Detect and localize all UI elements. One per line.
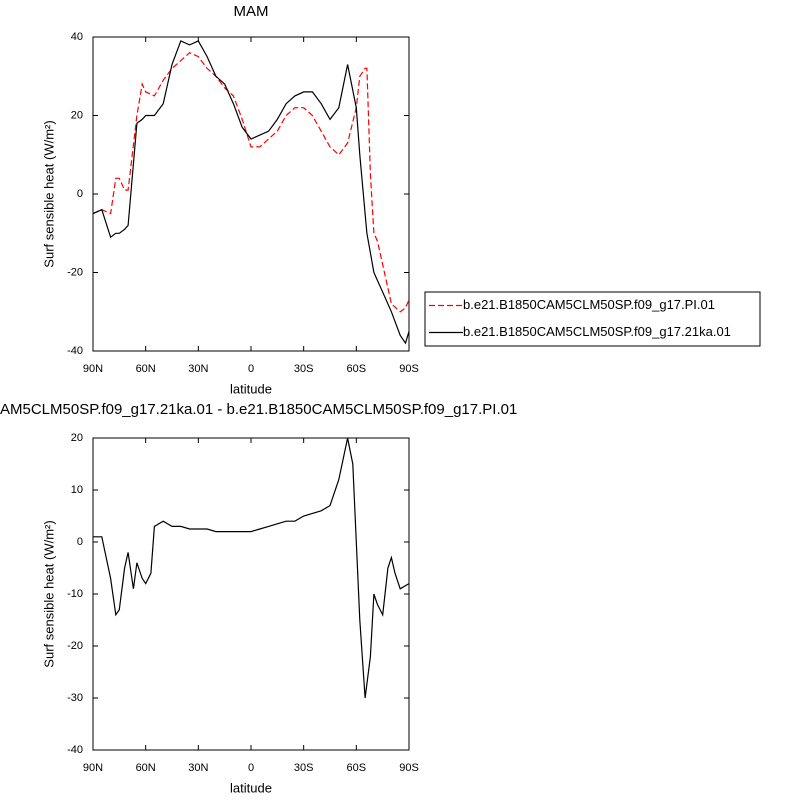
y-tick-label: -10 [67, 588, 83, 600]
y-axis-label: Surf sensible heat (W/m²) [41, 520, 56, 667]
y-tick-label: -20 [67, 266, 83, 278]
plot-frame [92, 437, 410, 751]
chart-title: MAM [234, 3, 269, 20]
y-tick-label: -20 [67, 640, 83, 652]
x-tick-label: 30N [188, 762, 208, 774]
x-tick-label: 0 [248, 762, 254, 774]
y-tick-label: -40 [67, 345, 83, 357]
x-tick-label: 0 [248, 363, 254, 375]
x-tick-label: 90S [399, 363, 419, 375]
y-tick-label: 10 [71, 484, 83, 496]
y-tick-label: 20 [71, 109, 83, 121]
data-line [92, 51, 410, 313]
legend-box [424, 291, 761, 347]
plot-frame [92, 36, 410, 352]
data-line [92, 40, 410, 345]
data-line [93, 437, 410, 699]
x-tick-label: 60N [136, 363, 156, 375]
y-axis-label: Surf sensible heat (W/m²) [41, 120, 56, 267]
x-tick-label: 90N [83, 762, 103, 774]
y-tick-label: -30 [67, 692, 83, 704]
y-tick-label: -40 [67, 744, 83, 756]
y-tick-label: 0 [77, 188, 83, 200]
x-tick-label: 60S [347, 363, 367, 375]
x-tick-label: 30S [294, 363, 314, 375]
x-tick-label: 30S [294, 762, 314, 774]
x-axis-label: latitude [230, 780, 272, 795]
legend-label: b.e21.B1850CAM5CLM50SP.f09_g17.PI.01 [463, 297, 715, 312]
x-tick-label: 90S [399, 762, 419, 774]
y-tick-label: 40 [71, 31, 83, 43]
x-tick-label: 30N [188, 363, 208, 375]
x-tick-label: 90N [83, 363, 103, 375]
x-axis-label: latitude [230, 381, 272, 396]
chart-title: AM5CLM50SP.f09_g17.21ka.01 - b.e21.B1850… [0, 401, 517, 418]
x-tick-label: 60N [136, 762, 156, 774]
x-tick-label: 60S [347, 762, 367, 774]
legend-label: b.e21.B1850CAM5CLM50SP.f09_g17.21ka.01 [463, 324, 731, 339]
y-tick-label: 0 [77, 536, 83, 548]
y-tick-label: 20 [71, 432, 83, 444]
